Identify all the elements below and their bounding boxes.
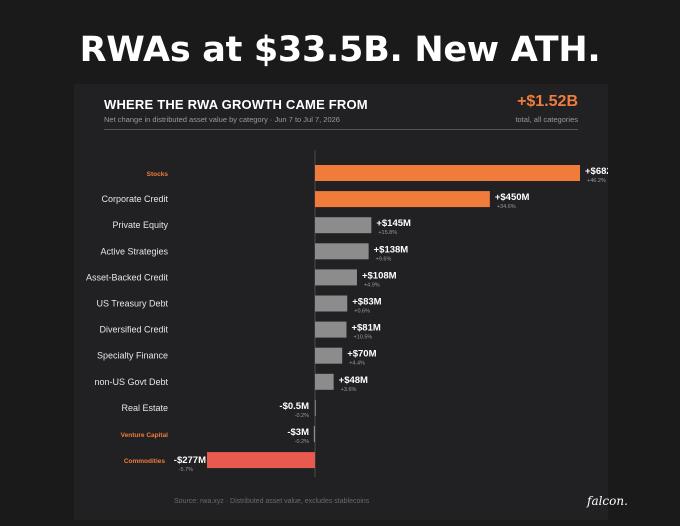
value-label-commodities: -$277M	[174, 455, 206, 466]
pct-label-stocks: +46.2%	[587, 178, 606, 184]
bar-venture-capital	[313, 426, 315, 442]
pct-label-asset-backed-credit: +4.9%	[364, 282, 380, 288]
value-label-us-treasury-debt: +$83M	[352, 297, 381, 308]
chart-panel: WHERE THE RWA GROWTH CAME FROM Net chang…	[74, 84, 608, 520]
pct-label-private-equity: +15.8%	[378, 230, 397, 236]
value-label-real-estate: -$0.5M	[279, 401, 309, 412]
pct-label-specialty-finance: +4.4%	[349, 361, 365, 367]
bar-chart: Stocks +$682M+46.2% Corporate Credit +$450M…	[86, 150, 608, 477]
category-label-active-strategies: Active Strategies	[100, 246, 168, 256]
category-label-non-us-govt-debt: non-US Govt Debt	[94, 377, 168, 387]
pct-label-real-estate: -0.2%	[295, 413, 309, 419]
bar-us-treasury-debt	[315, 295, 348, 312]
value-label-specialty-finance: +$70M	[347, 349, 376, 360]
category-label-private-equity: Private Equity	[112, 220, 168, 230]
category-label-specialty-finance: Specialty Finance	[97, 351, 168, 361]
total-label: total, all categories	[515, 115, 578, 124]
value-label-diversified-credit: +$81M	[351, 323, 380, 334]
bar-diversified-credit	[315, 321, 347, 338]
bar-commodities	[207, 452, 315, 469]
bar-non-us-govt-debt	[315, 373, 334, 390]
value-label-non-us-govt-debt: +$48M	[339, 375, 368, 386]
bar-corporate-credit	[315, 191, 490, 208]
bar-stocks	[315, 165, 580, 181]
falcon-logo: falcon.	[587, 494, 628, 508]
chart-title: WHERE THE RWA GROWTH CAME FROM	[104, 97, 368, 112]
value-label-stocks: +$682M	[585, 166, 608, 177]
category-label-diversified-credit: Diversified Credit	[99, 325, 168, 335]
total-value: +$1.52B	[517, 93, 578, 110]
category-label-asset-backed-credit: Asset-Backed Credit	[86, 272, 169, 282]
category-label-stocks: Stocks	[147, 171, 169, 178]
category-label-real-estate: Real Estate	[121, 403, 168, 413]
value-label-asset-backed-credit: +$108M	[362, 270, 397, 281]
value-label-private-equity: +$145M	[376, 218, 411, 229]
pct-label-venture-capital: -0.2%	[295, 439, 309, 445]
pct-label-active-strategies: +9.6%	[376, 256, 392, 262]
pct-label-corporate-credit: +34.6%	[497, 204, 516, 210]
category-label-venture-capital: Venture Capital	[121, 432, 169, 439]
chart-subtitle: Net change in distributed asset value by…	[104, 115, 340, 124]
bar-real-estate	[314, 399, 316, 416]
bar-asset-backed-credit	[315, 269, 357, 286]
bar-private-equity	[315, 217, 372, 234]
category-label-commodities: Commodities	[124, 458, 166, 465]
value-label-venture-capital: -$3M	[287, 427, 309, 438]
pct-label-commodities: -5.7%	[179, 467, 193, 473]
pct-label-diversified-credit: +10.5%	[353, 335, 372, 341]
headline: RWAs at $33.5B. New ATH.	[79, 30, 601, 70]
bar-active-strategies	[315, 243, 369, 260]
value-label-active-strategies: +$138M	[374, 244, 409, 255]
pct-label-us-treasury-debt: +0.6%	[354, 309, 370, 315]
category-label-us-treasury-debt: US Treasury Debt	[96, 299, 168, 309]
title-underline	[104, 129, 578, 130]
pct-label-non-us-govt-debt: +3.6%	[341, 387, 357, 393]
value-label-corporate-credit: +$450M	[495, 192, 530, 203]
bar-specialty-finance	[315, 347, 343, 364]
category-label-corporate-credit: Corporate Credit	[101, 194, 168, 204]
source-footer: Source: rwa.xyz · Distributed asset valu…	[174, 498, 370, 505]
